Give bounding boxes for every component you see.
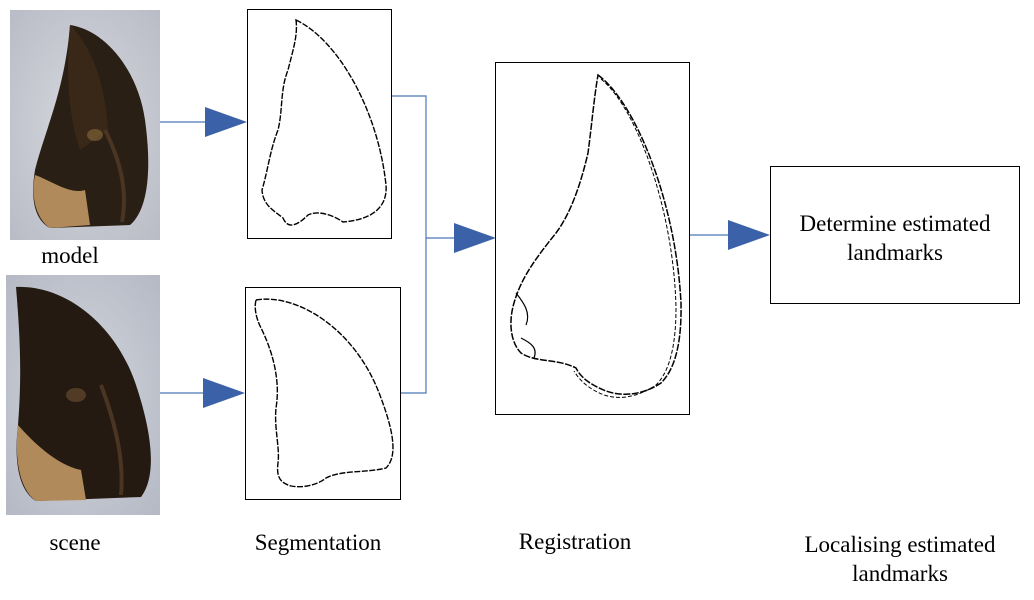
result-line-2: landmarks: [847, 240, 943, 265]
result-line-1: Determine estimated: [799, 211, 991, 236]
claw-photo-icon: [6, 275, 160, 515]
model-photo: [10, 10, 160, 240]
arrow-result-icon: [728, 220, 770, 250]
arrow-scene-icon: [203, 378, 245, 408]
scene-label: scene: [49, 530, 101, 555]
determine-landmarks-box: Determine estimated landmarks: [770, 166, 1020, 304]
claw-outline-overlay-icon: [510, 73, 682, 398]
scene-photo: [6, 275, 160, 515]
arrow-registration-icon: [454, 223, 496, 253]
segmentation-scene-box: [245, 287, 401, 500]
arrow-model-icon: [205, 107, 247, 137]
claw-outline-icon: [254, 298, 394, 488]
localising-line-1: Localising estimated: [804, 532, 996, 557]
registration-label: Registration: [518, 529, 632, 554]
localising-label: Localising estimated landmarks: [780, 530, 1020, 588]
model-label: model: [41, 243, 99, 268]
segmentation-model-box: [247, 9, 392, 239]
claw-photo-icon: [10, 10, 160, 240]
localising-line-2: landmarks: [852, 561, 948, 586]
registration-box: [495, 62, 690, 415]
segmentation-label: Segmentation: [254, 530, 382, 555]
claw-outline-icon: [261, 18, 387, 226]
